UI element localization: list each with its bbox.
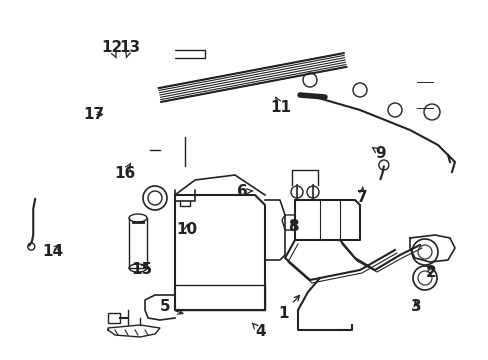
Text: 17: 17: [83, 107, 104, 122]
Text: 11: 11: [270, 97, 291, 115]
Text: 9: 9: [371, 145, 385, 161]
Bar: [108, 313, 120, 323]
Text: 15: 15: [131, 262, 152, 277]
Text: 3: 3: [410, 299, 421, 314]
Text: 4: 4: [252, 323, 265, 339]
Text: 8: 8: [287, 219, 298, 234]
Text: 5: 5: [159, 299, 183, 314]
Text: 13: 13: [119, 40, 140, 58]
Text: 10: 10: [176, 222, 197, 237]
Text: 14: 14: [42, 244, 63, 259]
Text: 2: 2: [425, 265, 436, 280]
Text: 7: 7: [356, 187, 366, 205]
Text: 6: 6: [236, 184, 252, 199]
Text: 16: 16: [114, 163, 135, 181]
Text: 1: 1: [278, 296, 299, 321]
Text: 12: 12: [101, 40, 122, 58]
